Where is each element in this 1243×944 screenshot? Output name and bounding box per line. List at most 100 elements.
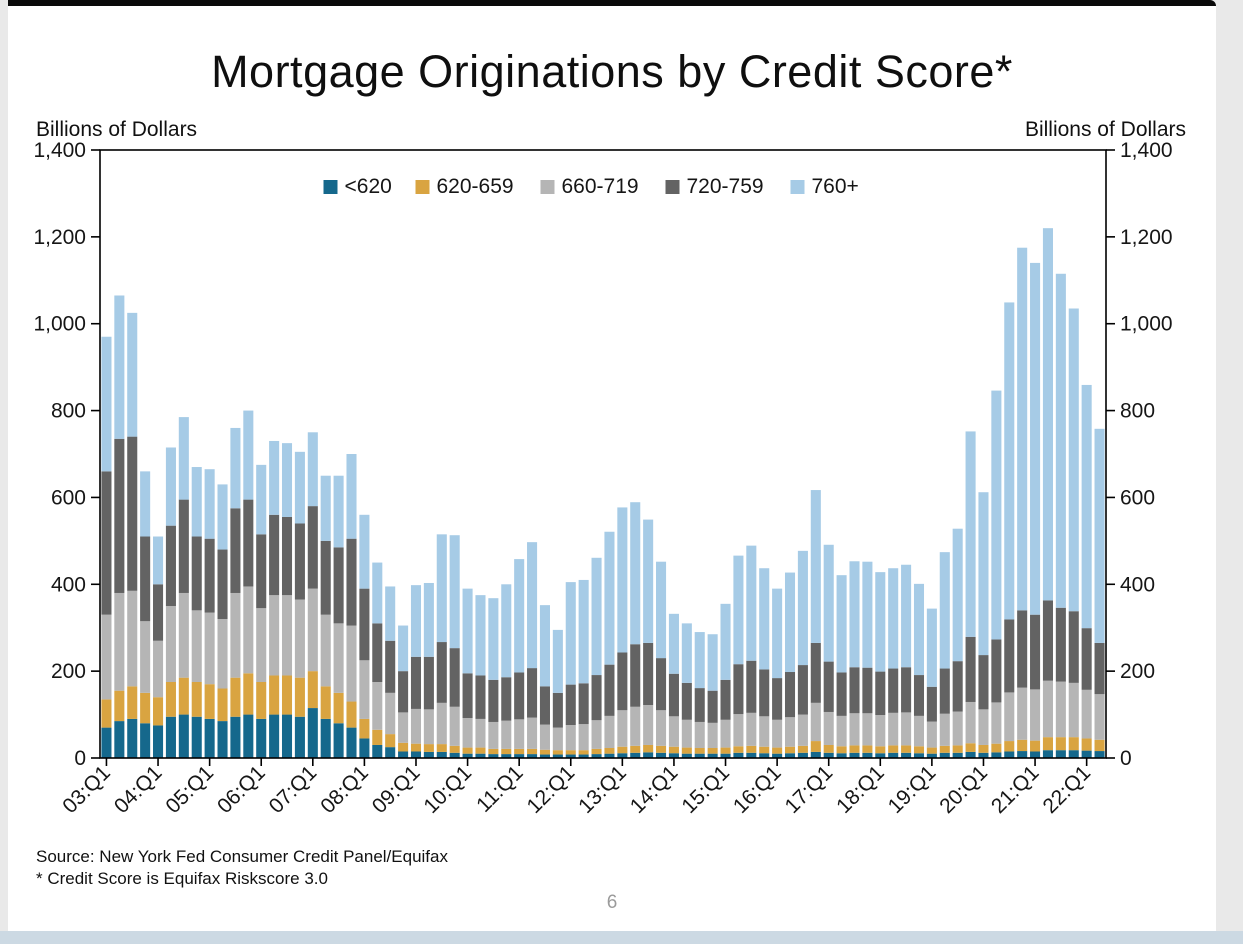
- bar-segment: [1055, 737, 1066, 751]
- bar-segment: [269, 714, 280, 758]
- bar-segment: [243, 499, 254, 587]
- bar-segment: [191, 610, 202, 682]
- y-tick-label-right: 600: [1120, 486, 1155, 509]
- y-tick-label-right: 200: [1120, 660, 1155, 683]
- bar-segment: [153, 725, 164, 758]
- bar-segment: [1068, 737, 1079, 751]
- bar-segment: [875, 746, 886, 754]
- bar-segment: [733, 752, 744, 758]
- bar-segment: [991, 390, 1002, 640]
- bar-segment: [140, 621, 151, 693]
- bar-segment: [604, 715, 615, 749]
- bar-segment: [243, 673, 254, 715]
- x-tick-label: 22:Q1: [1038, 761, 1095, 818]
- bar-segment: [630, 752, 641, 758]
- bar-segment: [952, 745, 963, 753]
- bar-segment: [346, 701, 357, 728]
- bar-segment: [346, 625, 357, 702]
- bar-segment: [991, 639, 1002, 703]
- bar-segment: [501, 748, 512, 755]
- bar-segment: [501, 584, 512, 678]
- bar-segment: [372, 623, 383, 682]
- bar-segment: [269, 675, 280, 715]
- bar-segment: [1004, 741, 1015, 752]
- bar-segment: [578, 579, 589, 684]
- bar-segment: [514, 748, 525, 755]
- bar-segment: [127, 312, 138, 437]
- bar-segment: [978, 744, 989, 753]
- bar-segment: [901, 745, 912, 753]
- bar-segment: [269, 440, 280, 515]
- bar-segment: [1004, 751, 1015, 758]
- bar-segment: [784, 746, 796, 754]
- y-axis-caption-right: Billions of Dollars: [1024, 118, 1186, 141]
- legend-swatch: [415, 180, 430, 194]
- bar-segment: [849, 745, 860, 753]
- bar-segment: [423, 582, 434, 657]
- bar-segment: [165, 606, 176, 682]
- bar-segment: [114, 295, 125, 439]
- x-tick-label: 19:Q1: [884, 761, 941, 818]
- bar-segment: [385, 734, 396, 748]
- bar-segment: [153, 584, 164, 641]
- bar-segment: [926, 608, 937, 687]
- bar-segment: [901, 712, 912, 746]
- bar-segment: [243, 714, 254, 758]
- y-tick-label-left: 1,000: [33, 313, 86, 336]
- bar-segment: [707, 753, 718, 758]
- bar-segment: [552, 727, 563, 751]
- bar-segment: [398, 625, 409, 672]
- bar-segment: [281, 675, 293, 715]
- bar-segment: [656, 561, 667, 659]
- bar-segment: [539, 605, 550, 687]
- bar-segment: [643, 752, 654, 758]
- bar-segment: [333, 692, 344, 724]
- bar-segment: [823, 744, 834, 753]
- bar-segment: [281, 595, 293, 676]
- bar-segment: [539, 754, 550, 758]
- bar-segment: [101, 336, 112, 472]
- bar-segment: [552, 754, 563, 758]
- y-tick-label-right: 0: [1120, 747, 1132, 770]
- bar-segment: [939, 745, 950, 753]
- bar-segment: [849, 667, 860, 714]
- bar-segment: [488, 721, 499, 749]
- bar-segment: [101, 699, 112, 728]
- bar-segment: [475, 747, 486, 754]
- bar-segment: [759, 753, 770, 758]
- bar-segment: [810, 741, 821, 752]
- bar-segment: [694, 632, 705, 689]
- bar-segment: [591, 754, 602, 758]
- bar-segment: [939, 752, 950, 758]
- bar-segment: [294, 599, 305, 678]
- bar-segment: [772, 678, 783, 720]
- bar-segment: [514, 559, 525, 673]
- bar-segment: [191, 536, 202, 611]
- bar-segment: [823, 661, 834, 712]
- bar-segment: [888, 752, 899, 758]
- bar-segment: [720, 679, 731, 720]
- bar-segment: [862, 752, 873, 758]
- bar-segment: [243, 410, 254, 500]
- bar-segment: [617, 746, 628, 754]
- bar-segment: [759, 716, 770, 747]
- bar-segment: [359, 660, 370, 719]
- bar-segment: [307, 588, 318, 672]
- bar-segment: [578, 683, 589, 725]
- source-note: Source: New York Fed Consumer Credit Pan…: [36, 847, 448, 866]
- bar-segment: [681, 747, 692, 754]
- bar-segment: [656, 752, 667, 758]
- bar-segment: [1004, 619, 1015, 693]
- bar-segment: [772, 747, 783, 754]
- bar-segment: [256, 718, 267, 758]
- bar-segment: [398, 751, 409, 758]
- bar-segment: [836, 575, 847, 673]
- bar-segment: [913, 715, 925, 747]
- bar-segment: [475, 595, 486, 676]
- bar-segment: [965, 751, 976, 758]
- bar-segment: [230, 677, 241, 717]
- bar-segment: [875, 572, 886, 672]
- bar-segment: [127, 590, 138, 687]
- bar-segment: [772, 719, 783, 748]
- bar-segment: [410, 708, 422, 744]
